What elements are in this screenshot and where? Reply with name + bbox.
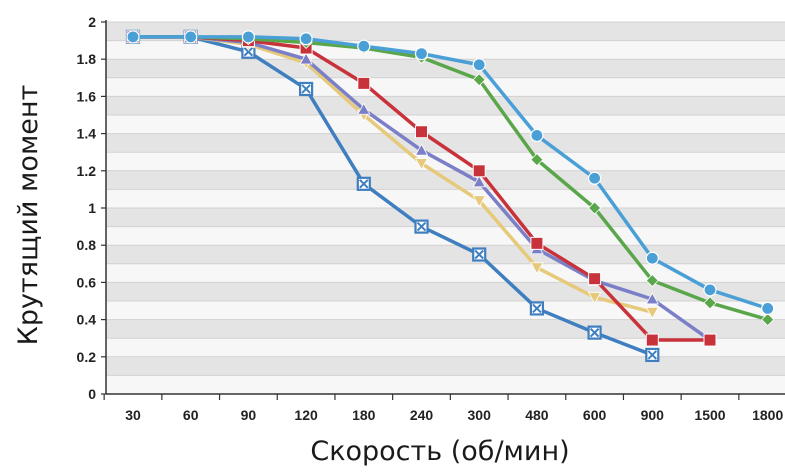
grid-band xyxy=(106,356,785,376)
grid-band xyxy=(106,245,785,264)
y-tick-label: 0.8 xyxy=(77,237,97,253)
data-point xyxy=(587,325,602,340)
data-point xyxy=(472,58,486,72)
y-tick-label: 2 xyxy=(88,14,96,30)
y-axis-title: Крутящий момент xyxy=(13,85,44,346)
grid-band xyxy=(106,375,785,394)
y-tick-label: 1.6 xyxy=(77,88,97,104)
grid-band xyxy=(106,301,785,320)
grid-band xyxy=(106,338,785,357)
data-point xyxy=(414,143,429,156)
y-tick-label: 1.8 xyxy=(77,51,97,67)
data-point xyxy=(703,283,717,297)
x-tick-label: 1500 xyxy=(694,407,725,423)
grid-band xyxy=(106,319,785,339)
data-point xyxy=(645,306,659,319)
grid-band xyxy=(106,263,785,283)
y-tick-labels: 0 0.2 0.4 0.6 0.8 1 1.2 1.4 1.6 1.8 2 xyxy=(77,14,106,402)
data-point xyxy=(645,333,659,347)
data-point xyxy=(414,158,429,171)
grid-band xyxy=(106,133,785,153)
data-point xyxy=(761,301,775,316)
data-point xyxy=(241,30,255,44)
x-tick-label: 240 xyxy=(410,407,434,423)
data-point xyxy=(415,125,428,139)
y-tick-label: 0.2 xyxy=(77,349,97,365)
data-point xyxy=(530,236,544,250)
x-tick-label: 600 xyxy=(583,407,607,423)
data-point xyxy=(703,333,717,347)
data-point xyxy=(472,73,486,87)
data-point xyxy=(529,301,545,316)
x-tick-label: 90 xyxy=(241,407,257,423)
data-point xyxy=(588,201,602,215)
grid-band xyxy=(106,40,785,60)
y-tick-label: 1 xyxy=(88,200,96,216)
data-point xyxy=(761,313,775,327)
data-point xyxy=(241,44,256,59)
data-point xyxy=(530,128,544,143)
data-point xyxy=(587,171,602,185)
x-tick-label: 180 xyxy=(352,407,376,423)
y-tick-label: 1.2 xyxy=(77,163,97,179)
x-tick-label: 300 xyxy=(468,407,492,423)
data-point xyxy=(588,272,602,286)
data-point xyxy=(530,262,544,275)
x-tick-label: 1800 xyxy=(752,407,783,423)
x-tick-label: 30 xyxy=(125,407,141,423)
x-tick-label: 120 xyxy=(294,407,318,423)
grid-band xyxy=(106,226,785,246)
data-point xyxy=(530,153,544,167)
data-point xyxy=(357,102,371,115)
series-line xyxy=(133,35,653,357)
grid-band xyxy=(106,96,785,115)
data-point xyxy=(126,30,140,44)
data-point xyxy=(299,52,313,65)
data-point xyxy=(472,247,487,262)
grid-band xyxy=(106,189,785,208)
x-tick-label: 60 xyxy=(183,407,199,423)
data-point xyxy=(299,32,313,46)
grid-bands xyxy=(106,21,785,394)
x-axis-title: Скорость (об/мин) xyxy=(310,436,569,467)
data-point xyxy=(645,273,659,288)
grid-band xyxy=(106,208,785,227)
data-point xyxy=(414,47,429,61)
data-point xyxy=(357,76,371,90)
data-point xyxy=(645,251,659,265)
x-tick-label: 900 xyxy=(641,407,665,423)
data-point xyxy=(357,39,371,53)
data-point xyxy=(645,347,660,363)
data-point xyxy=(703,296,717,310)
data-point xyxy=(184,30,198,44)
x-tick-labels: 30 60 90 120 180 240 300 480 600 900 1500 1800 xyxy=(103,394,783,423)
grid-band xyxy=(106,115,785,134)
series-line xyxy=(133,35,769,311)
grid-band xyxy=(106,77,785,97)
y-tick-label: 0.6 xyxy=(77,274,97,290)
y-tick-label: 0.4 xyxy=(77,312,97,328)
data-point xyxy=(472,164,486,178)
data-point xyxy=(356,176,371,191)
series xyxy=(125,29,775,363)
data-point xyxy=(414,219,429,234)
y-tick-label: 0 xyxy=(88,386,96,402)
grid-band xyxy=(106,22,785,41)
series-6 xyxy=(126,30,775,316)
data-point xyxy=(645,292,659,305)
y-tick-label: 1.4 xyxy=(77,126,97,142)
data-point xyxy=(472,175,486,188)
x-tick-label: 480 xyxy=(525,407,549,423)
data-point xyxy=(299,81,314,97)
data-point xyxy=(472,195,486,208)
data-point xyxy=(587,292,602,305)
